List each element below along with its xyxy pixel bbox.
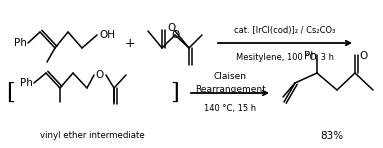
Text: Claisen: Claisen (213, 71, 247, 81)
Text: Ph: Ph (20, 78, 33, 88)
Text: Ph: Ph (14, 38, 27, 48)
Text: O: O (359, 51, 367, 61)
Text: 83%: 83% (321, 131, 344, 141)
Text: +: + (125, 37, 135, 49)
Text: O: O (171, 30, 179, 40)
Text: O: O (96, 70, 104, 80)
Text: Ph: Ph (304, 51, 316, 61)
Text: OH: OH (99, 30, 115, 40)
Text: Rearrangement: Rearrangement (195, 85, 265, 94)
Text: 140 °C, 15 h: 140 °C, 15 h (204, 104, 256, 114)
Text: [: [ (6, 82, 15, 104)
Text: ]: ] (170, 82, 179, 104)
Text: O: O (167, 23, 175, 33)
Text: vinyl ether intermediate: vinyl ether intermediate (39, 132, 144, 140)
Text: Mesitylene, 100 °C, 3 h: Mesitylene, 100 °C, 3 h (236, 53, 334, 62)
Text: cat. [IrCl(cod)]₂ / Cs₂CO₃: cat. [IrCl(cod)]₂ / Cs₂CO₃ (234, 25, 336, 34)
